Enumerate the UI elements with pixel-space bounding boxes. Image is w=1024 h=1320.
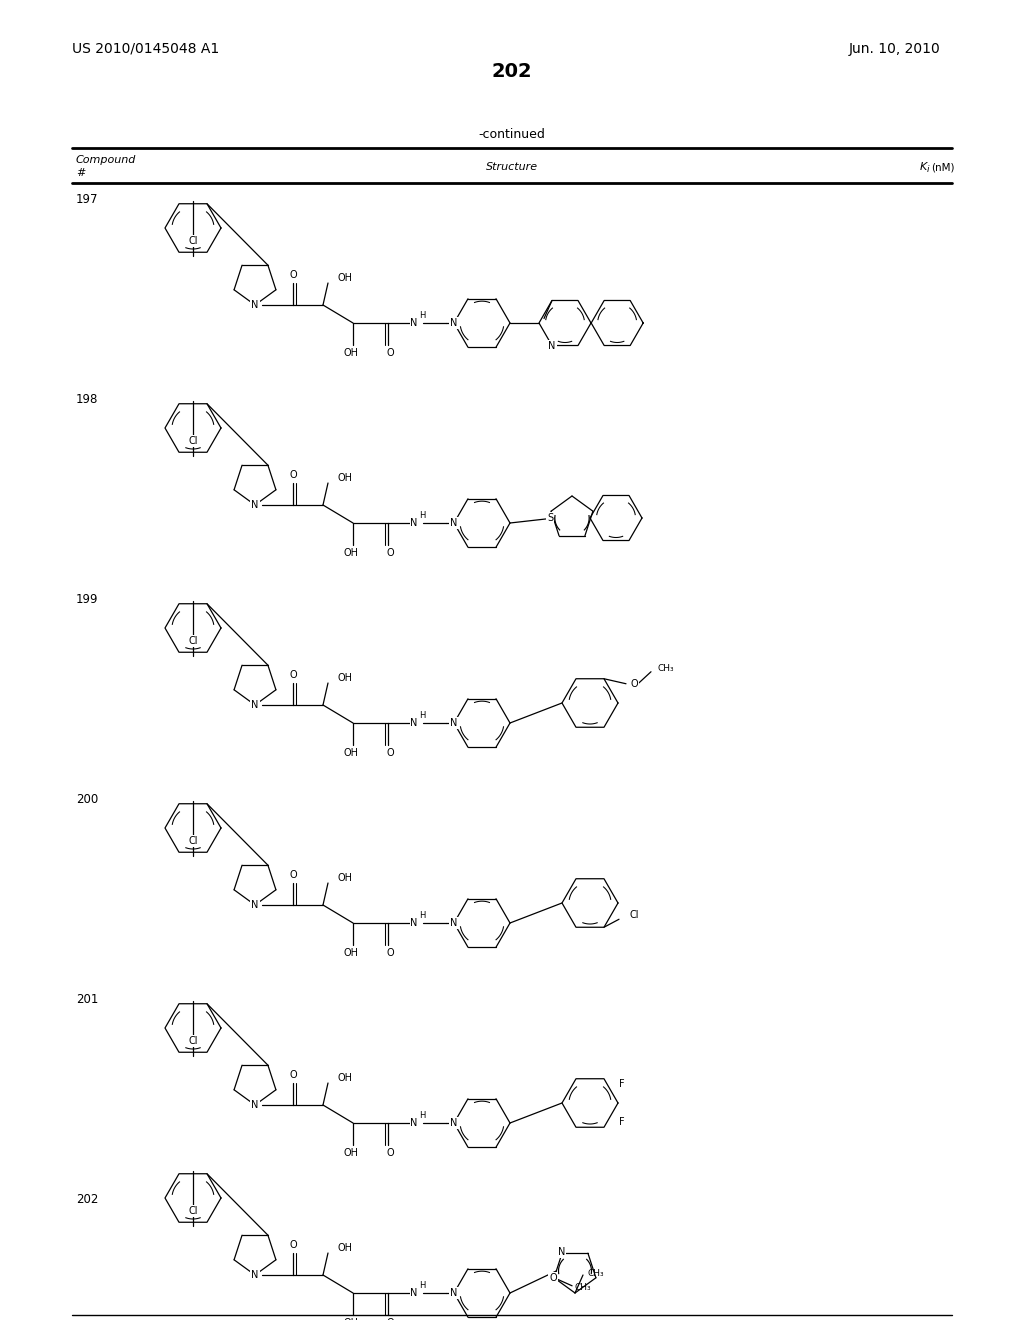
Text: Compound: Compound — [76, 154, 136, 165]
Text: H: H — [419, 310, 425, 319]
Text: Cl: Cl — [188, 636, 198, 645]
Text: O: O — [289, 1239, 297, 1250]
Text: OH: OH — [343, 348, 358, 358]
Text: H: H — [419, 710, 425, 719]
Text: O: O — [289, 470, 297, 480]
Text: N: N — [251, 1100, 259, 1110]
Text: OH: OH — [343, 748, 358, 758]
Text: OH: OH — [343, 1148, 358, 1158]
Text: OH: OH — [337, 873, 352, 883]
Text: N: N — [251, 500, 259, 510]
Text: #: # — [76, 168, 85, 178]
Text: N: N — [451, 718, 458, 729]
Text: (nM): (nM) — [931, 162, 954, 172]
Text: N: N — [251, 1270, 259, 1280]
Text: O: O — [289, 271, 297, 280]
Text: N: N — [451, 1288, 458, 1298]
Text: O: O — [386, 1317, 394, 1320]
Text: N: N — [451, 318, 458, 327]
Text: N: N — [411, 1288, 418, 1298]
Text: N: N — [558, 1247, 565, 1258]
Text: H: H — [419, 1110, 425, 1119]
Text: 197: 197 — [76, 193, 98, 206]
Text: OH: OH — [343, 1317, 358, 1320]
Text: N: N — [451, 917, 458, 928]
Text: H: H — [419, 511, 425, 520]
Text: OH: OH — [337, 1073, 352, 1082]
Text: Cl: Cl — [188, 236, 198, 246]
Text: Structure: Structure — [486, 162, 538, 172]
Text: i: i — [927, 165, 930, 174]
Text: N: N — [411, 318, 418, 327]
Text: O: O — [630, 678, 638, 689]
Text: N: N — [451, 517, 458, 528]
Text: O: O — [289, 1071, 297, 1080]
Text: OH: OH — [337, 273, 352, 282]
Text: S: S — [547, 513, 553, 523]
Text: N: N — [451, 1118, 458, 1129]
Text: O: O — [386, 948, 394, 958]
Text: OH: OH — [343, 548, 358, 558]
Text: N: N — [251, 900, 259, 909]
Text: Cl: Cl — [188, 1206, 198, 1216]
Text: 198: 198 — [76, 393, 98, 407]
Text: F: F — [618, 1078, 625, 1089]
Text: OH: OH — [343, 948, 358, 958]
Text: Cl: Cl — [188, 836, 198, 846]
Text: OH: OH — [337, 673, 352, 682]
Text: N: N — [411, 917, 418, 928]
Text: N: N — [251, 300, 259, 310]
Text: 201: 201 — [76, 993, 98, 1006]
Text: O: O — [289, 671, 297, 680]
Text: F: F — [618, 1117, 625, 1127]
Text: N: N — [411, 718, 418, 729]
Text: Cl: Cl — [188, 1036, 198, 1045]
Text: O: O — [386, 348, 394, 358]
Text: 202: 202 — [76, 1193, 98, 1206]
Text: 199: 199 — [76, 593, 98, 606]
Text: OH: OH — [337, 473, 352, 483]
Text: O: O — [386, 548, 394, 558]
Text: OH: OH — [337, 1243, 352, 1253]
Text: K: K — [920, 162, 928, 172]
Text: N: N — [411, 517, 418, 528]
Text: CH₃: CH₃ — [658, 664, 675, 673]
Text: N: N — [251, 700, 259, 710]
Text: Jun. 10, 2010: Jun. 10, 2010 — [848, 42, 940, 55]
Text: O: O — [386, 1148, 394, 1158]
Text: Cl: Cl — [629, 911, 639, 920]
Text: N: N — [411, 1118, 418, 1129]
Text: CH₃: CH₃ — [574, 1283, 591, 1292]
Text: 200: 200 — [76, 793, 98, 807]
Text: O: O — [289, 870, 297, 880]
Text: US 2010/0145048 A1: US 2010/0145048 A1 — [72, 42, 219, 55]
Text: H: H — [419, 1280, 425, 1290]
Text: Cl: Cl — [188, 436, 198, 446]
Text: H: H — [419, 911, 425, 920]
Text: CH₃: CH₃ — [587, 1269, 603, 1278]
Text: O: O — [549, 1272, 557, 1283]
Text: O: O — [386, 748, 394, 758]
Text: N: N — [548, 341, 556, 351]
Text: -continued: -continued — [478, 128, 546, 141]
Text: 202: 202 — [492, 62, 532, 81]
